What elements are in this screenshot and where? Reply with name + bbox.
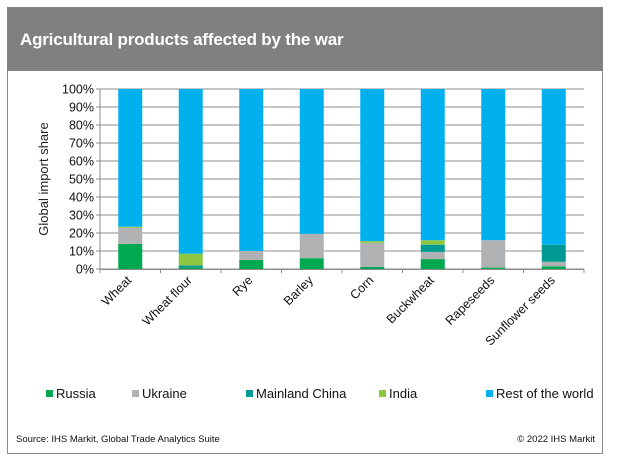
x-tick-label: Wheat bbox=[99, 273, 135, 309]
bar-segment-mainland-china bbox=[178, 265, 203, 268]
y-tick-label: 70% bbox=[69, 137, 94, 151]
x-tick-label: Corn bbox=[347, 273, 376, 302]
bar-stack bbox=[420, 89, 445, 269]
x-tick-label: Rapeseeds bbox=[443, 273, 498, 328]
bar-segment-mainland-china bbox=[420, 244, 445, 252]
legend-swatch bbox=[246, 390, 253, 397]
bar-segment-india bbox=[360, 241, 385, 243]
y-tick-label: 40% bbox=[69, 191, 94, 205]
x-tick-label: Rye bbox=[230, 273, 256, 299]
legend-swatch bbox=[132, 390, 139, 397]
legend-label: India bbox=[389, 386, 418, 401]
legend-item: Russia bbox=[46, 386, 96, 401]
bar-segment-russia bbox=[420, 259, 445, 269]
y-tick-label: 90% bbox=[69, 101, 94, 115]
bar-segment-mainland-china bbox=[541, 244, 566, 262]
legend-item: Mainland China bbox=[246, 386, 346, 401]
legend-label: Rest of the world bbox=[496, 386, 594, 401]
legend-item: India bbox=[379, 386, 417, 401]
y-tick-label: 100% bbox=[62, 83, 94, 97]
legend-swatch bbox=[46, 390, 53, 397]
bar-stack bbox=[299, 89, 324, 269]
bar-segment-ukraine bbox=[420, 251, 445, 260]
bar-segment-ukraine bbox=[239, 251, 264, 260]
bar-segment-ukraine bbox=[299, 233, 324, 259]
legend-label: Russia bbox=[56, 386, 96, 401]
y-tick-label: 50% bbox=[69, 173, 94, 187]
bar-stack bbox=[481, 89, 506, 269]
y-tick-label: 0% bbox=[76, 263, 94, 277]
bar-segment-india bbox=[178, 253, 203, 266]
bars bbox=[118, 89, 566, 269]
x-tick-label: Buckwheat bbox=[384, 273, 438, 327]
y-axis-label: Global import share bbox=[36, 122, 51, 235]
bar-segment-india bbox=[118, 226, 143, 228]
legend-swatch bbox=[486, 390, 493, 397]
x-tick-label: Barley bbox=[281, 273, 316, 308]
bar-segment-india bbox=[420, 240, 445, 245]
gridlines bbox=[96, 88, 584, 273]
chart-header: Agricultural products affected by the wa… bbox=[7, 7, 603, 71]
y-tick-label: 10% bbox=[69, 245, 94, 259]
bar-segment-ukraine bbox=[118, 227, 143, 244]
bar-segment-ukraine bbox=[481, 240, 506, 268]
bar-segment-rest-of-the-world bbox=[420, 89, 445, 241]
bar-segment-ukraine bbox=[541, 261, 566, 267]
bar-segment-rest-of-the-world bbox=[360, 89, 385, 242]
bar-segment-russia bbox=[239, 260, 264, 269]
bar-segment-rest-of-the-world bbox=[118, 89, 143, 227]
bar-segment-russia bbox=[118, 243, 143, 269]
y-tick-label: 30% bbox=[69, 209, 94, 223]
legend-label: Ukraine bbox=[142, 386, 187, 401]
y-axis-ticks: 0% 10% 20% 30% 40% 50% 60% 70% 80% 90% 100% bbox=[62, 83, 94, 277]
y-tick-label: 80% bbox=[69, 119, 94, 133]
bar-stack bbox=[118, 89, 143, 269]
bar-segment-ukraine bbox=[360, 242, 385, 267]
bar-segment-rest-of-the-world bbox=[239, 89, 264, 251]
y-tick-label: 20% bbox=[69, 227, 94, 241]
bar-segment-russia bbox=[360, 266, 385, 269]
source-note: Source: IHS Markit, Global Trade Analyti… bbox=[16, 434, 220, 445]
bar-segment-rest-of-the-world bbox=[178, 89, 203, 254]
legend-item: Rest of the world bbox=[486, 386, 594, 401]
legend-item: Ukraine bbox=[132, 386, 187, 401]
y-tick-label: 60% bbox=[69, 155, 94, 169]
bar-stack bbox=[178, 89, 203, 269]
legend-swatch bbox=[379, 390, 386, 397]
bar-stack bbox=[360, 89, 385, 269]
bar-segment-russia bbox=[299, 258, 324, 269]
bar-segment-rest-of-the-world bbox=[541, 89, 566, 245]
x-tick-label: Wheat flour bbox=[140, 273, 195, 328]
copyright-note: © 2022 IHS Markit bbox=[517, 434, 595, 445]
x-axis-labels: Wheat Wheat flour Rye Barley Corn Buckwheat Ra… bbox=[99, 273, 558, 349]
chart-title: Agricultural products affected by the wa… bbox=[20, 30, 344, 49]
x-axis bbox=[99, 269, 585, 273]
legend-label: Mainland China bbox=[256, 386, 347, 401]
bar-segment-russia bbox=[481, 267, 506, 269]
bar-stack bbox=[239, 89, 264, 269]
bar-stack bbox=[541, 89, 566, 269]
bar-segment-russia bbox=[541, 266, 566, 269]
bar-segment-rest-of-the-world bbox=[481, 89, 506, 241]
legend: Russia Ukraine Mainland China India Rest of … bbox=[46, 386, 594, 404]
bar-segment-russia bbox=[178, 267, 203, 269]
bar-segment-rest-of-the-world bbox=[299, 89, 324, 234]
